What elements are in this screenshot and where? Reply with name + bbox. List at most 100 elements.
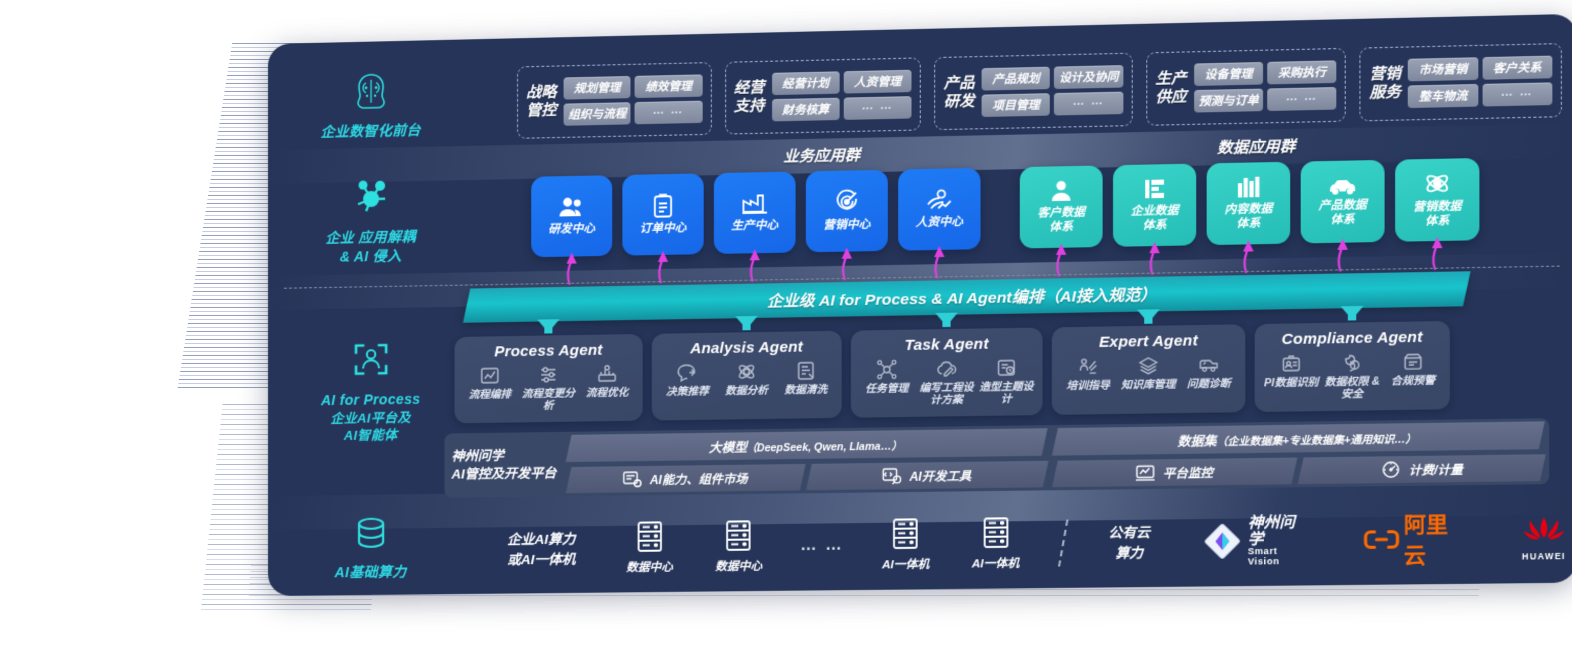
chip[interactable]: 采购执行 xyxy=(1267,60,1337,85)
app-card-rd-center[interactable]: 研发中心 xyxy=(531,175,613,258)
domain-group-strategy[interactable]: 战略 管控 规划管理 绩效管理 组织与流程 … … xyxy=(517,62,712,139)
chip[interactable]: 经营计划 xyxy=(771,71,840,96)
platform-cell-billing[interactable]: 计费/计量 xyxy=(1297,454,1545,485)
agent-item[interactable]: 任务管理 xyxy=(857,359,917,395)
diagnose-icon xyxy=(1198,354,1219,375)
speech-idea-icon xyxy=(677,362,697,383)
chip[interactable]: 客户关系 xyxy=(1482,55,1553,80)
user-avatar-icon xyxy=(1051,181,1071,202)
infra-node-datacenter-2[interactable]: 数据中心 xyxy=(694,519,783,575)
app-card-production-center[interactable]: 生产中心 xyxy=(713,171,796,254)
chip-more[interactable]: … … xyxy=(843,96,912,120)
platform-cell-label: AI开发工具 xyxy=(909,468,972,484)
app-card-content-data[interactable]: 内容数据 体系 xyxy=(1206,161,1291,246)
agent-item[interactable]: 流程编排 xyxy=(461,365,520,401)
agent-item[interactable]: 造型主题设计 xyxy=(976,357,1036,406)
platform-cell-monitor[interactable]: 平台监控 xyxy=(1052,457,1297,488)
main-board: 企业数智化前台 企业 应用解耦 & AI 侵入 AI for Pr xyxy=(268,13,1572,597)
domain-title-line-2: 支持 xyxy=(733,97,765,116)
agent-up-arrow-icon xyxy=(735,315,758,330)
agent-items: 培训指导 知识库管理 问题诊断 xyxy=(1058,354,1239,393)
app-card-label: 订单中心 xyxy=(639,222,687,236)
platform-cell-ai-market[interactable]: AI能力、组件市场 xyxy=(565,463,806,494)
platform-head-models[interactable]: 大模型（DeepSeek, Qwen, Llama…） xyxy=(565,428,1048,463)
logo-shenzhou-wenxue[interactable]: 神州问学 Smart Vision xyxy=(1204,514,1309,568)
agent-card-expert[interactable]: Expert Agent 培训指导 知识库管理 问题诊断 xyxy=(1051,309,1246,415)
agent-item[interactable]: 知识库管理 xyxy=(1118,355,1178,392)
infra-node-ai-appliance-2[interactable]: AI一体机 xyxy=(951,516,1041,572)
chip-more[interactable]: … … xyxy=(634,100,703,125)
agent-item[interactable]: 问题诊断 xyxy=(1179,354,1239,391)
agent-item[interactable]: 流程变更分析 xyxy=(519,364,578,412)
chip[interactable]: 组织与流程 xyxy=(563,102,631,126)
domain-group-operations[interactable]: 经营 支持 经营计划 人资管理 财务核算 … … xyxy=(724,57,921,135)
chip-more[interactable]: … … xyxy=(1267,87,1337,112)
app-card-order-center[interactable]: 订单中心 xyxy=(622,173,704,256)
chip[interactable]: 市场营销 xyxy=(1408,57,1479,82)
chip[interactable]: 规划管理 xyxy=(563,75,631,100)
app-card-label: 产品数据 体系 xyxy=(1318,199,1366,228)
domain-title-line-2: 服务 xyxy=(1369,83,1401,102)
chip[interactable]: 设备管理 xyxy=(1193,62,1264,87)
app-card-marketing-data[interactable]: 营销数据 体系 xyxy=(1395,157,1480,242)
agent-item[interactable]: 决策推荐 xyxy=(658,362,717,398)
agent-item[interactable]: 编写工程设计方案 xyxy=(917,358,977,407)
app-card-product-data[interactable]: 产品数据 体系 xyxy=(1300,159,1385,244)
chip[interactable]: 财务核算 xyxy=(771,97,840,122)
domain-group-production-supply[interactable]: 生产 供应 设备管理 采购执行 预测与订单 … … xyxy=(1146,47,1347,126)
agent-item-label: 流程编排 xyxy=(468,388,511,402)
person-scan-icon xyxy=(348,336,394,383)
domain-title-line-2: 管控 xyxy=(526,101,557,120)
chip-more[interactable]: … … xyxy=(1482,82,1553,107)
ai-orchestration-banner[interactable]: 企业级 AI for Process & AI Agent编排（AI接入规范） xyxy=(462,271,1471,323)
agent-item[interactable]: 培训指导 xyxy=(1058,356,1118,393)
agent-card-process[interactable]: Process Agent 流程编排 流程变更分析 流程优化 xyxy=(454,319,643,424)
chip[interactable]: 整车物流 xyxy=(1408,83,1479,109)
chip[interactable]: 预测与订单 xyxy=(1193,88,1264,113)
agent-item[interactable]: 数据分析 xyxy=(717,361,776,397)
logo-huawei-text: HUAWEI xyxy=(1522,550,1566,562)
logo-alibaba-cloud[interactable]: 阿里云 xyxy=(1364,508,1467,571)
domain-group-marketing-service[interactable]: 营销 服务 市场营销 客户关系 整车物流 … … xyxy=(1359,43,1562,122)
agent-card-task[interactable]: Task Agent 任务管理 编写工程设计方案 造型主题设计 xyxy=(850,312,1043,418)
logo-shenzhou-sub: Smart Vision xyxy=(1247,546,1280,567)
app-card-label-line-1: 产品数据 xyxy=(1318,199,1367,213)
chip[interactable]: 项目管理 xyxy=(981,93,1051,118)
app-card-label-line-1: 企业数据 xyxy=(1130,205,1179,219)
chip[interactable]: 设计及协同 xyxy=(1054,65,1124,90)
agent-item-label: 流程优化 xyxy=(585,386,629,400)
rail-label-ai-for-process-3: AI智能体 xyxy=(343,427,398,444)
platform-col-datasets: 数据集（企业数据集+专业数据集+通用知识…） 平台监控 计费/计量 xyxy=(1052,421,1545,488)
platform-cell-ai-devtools[interactable]: AI开发工具 xyxy=(805,460,1048,491)
agent-title: Expert Agent xyxy=(1098,332,1198,352)
agent-item[interactable]: 合规预警 xyxy=(1383,351,1444,388)
app-card-marketing-center[interactable]: 营销中心 xyxy=(805,169,888,253)
infra-node-datacenter-1[interactable]: 数据中心 xyxy=(605,520,694,576)
app-card-customer-data[interactable]: 客户数据 体系 xyxy=(1019,165,1103,249)
chip[interactable]: 产品规划 xyxy=(981,66,1051,91)
app-card-enterprise-data[interactable]: 企业数据 体系 xyxy=(1113,163,1197,247)
agent-item[interactable]: 流程优化 xyxy=(578,363,637,399)
agent-item[interactable]: 数据清洗 xyxy=(776,360,835,396)
chip[interactable]: 人资管理 xyxy=(843,69,912,94)
platform-head-datasets[interactable]: 数据集（企业数据集+专业数据集+通用知识…） xyxy=(1052,421,1545,456)
agent-card-compliance[interactable]: Compliance Agent PI数据识别 数据权限 & 安全 xyxy=(1254,305,1450,413)
agent-item[interactable]: PI数据识别 xyxy=(1261,353,1322,390)
chip[interactable]: 绩效管理 xyxy=(634,74,703,99)
cloud-vendor-logos: 神州问学 Smart Vision 阿里云 xyxy=(1204,507,1566,573)
ai-platform-panel[interactable]: 神州问学 AI管控及开发平台 大模型（DeepSeek, Qwen, Llama… xyxy=(444,418,1550,498)
app-card-label-line-1: 内容数据 xyxy=(1224,203,1273,217)
shenzhou-diamond-icon xyxy=(1204,523,1241,560)
infra-dashed-divider xyxy=(1057,519,1069,567)
agent-card-analysis[interactable]: Analysis Agent 决策推荐 数据分析 数据清洗 xyxy=(651,315,842,421)
chip-more[interactable]: … … xyxy=(1054,91,1124,116)
agent-item[interactable]: 数据权限 & 安全 xyxy=(1322,352,1383,401)
domain-chips-strategy: 规划管理 绩效管理 组织与流程 … … xyxy=(563,74,703,126)
agent-item-label-line-1: 数据权限 & xyxy=(1324,375,1380,389)
infra-node-label: AI一体机 xyxy=(971,557,1020,571)
domain-group-product-rd[interactable]: 产品 研发 产品规划 设计及协同 项目管理 … … xyxy=(934,52,1133,131)
agent-title: Process Agent xyxy=(494,341,603,361)
app-card-hr-center[interactable]: 人资中心 xyxy=(898,167,981,251)
logo-huawei[interactable]: HUAWEI xyxy=(1522,514,1566,561)
infra-node-ai-appliance-1[interactable]: AI一体机 xyxy=(861,517,951,573)
